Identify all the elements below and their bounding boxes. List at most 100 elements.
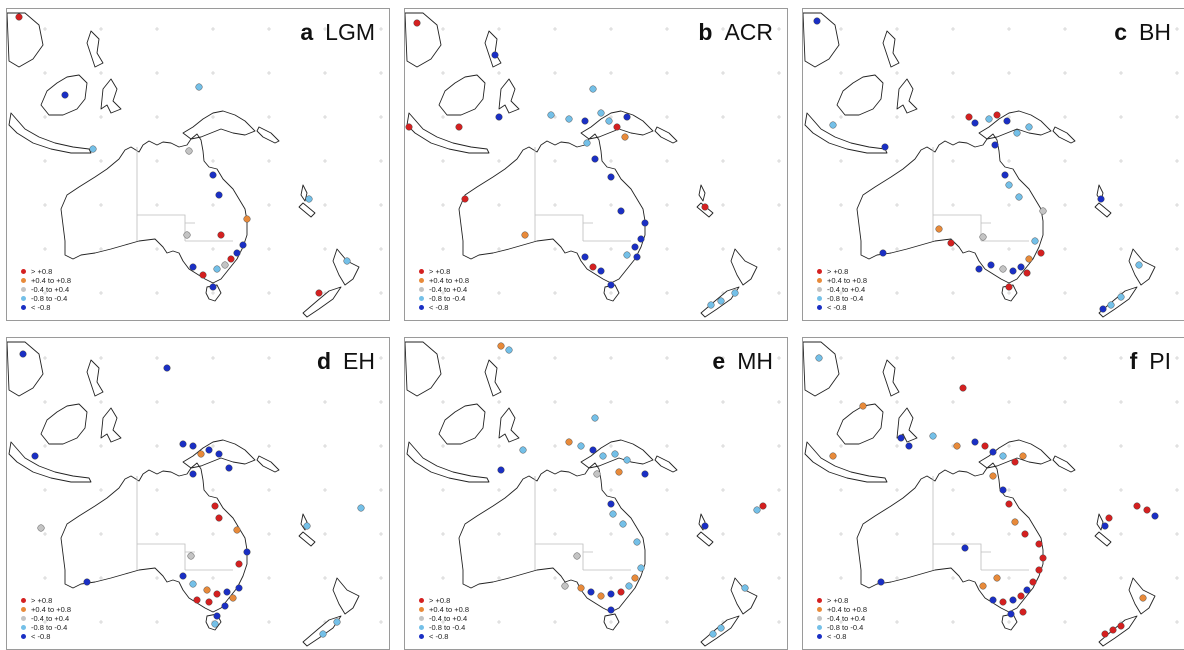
- legend-item: < -0.8: [817, 632, 867, 641]
- nz-south-island-outline: [1098, 286, 1138, 318]
- legend-label: -0.8 to -0.4: [429, 294, 466, 303]
- legend-item: -0.8 to -0.4: [419, 294, 469, 303]
- graticule-mark: [1119, 356, 1123, 360]
- site-marker: [633, 253, 641, 261]
- graticule-mark: [323, 356, 327, 360]
- site-marker: [881, 143, 889, 151]
- graticule-mark: [497, 400, 501, 404]
- graticule-mark: [99, 356, 103, 360]
- graticule-mark: [1119, 203, 1123, 207]
- site-marker: [1143, 506, 1151, 514]
- graticule-mark: [323, 159, 327, 163]
- site-marker: [179, 572, 187, 580]
- site-marker: [989, 448, 997, 456]
- site-marker: [999, 265, 1007, 273]
- graticule-mark: [895, 532, 899, 536]
- legend-swatch: [21, 607, 26, 612]
- site-marker: [547, 111, 555, 119]
- solomons-outline: [1052, 455, 1076, 473]
- panel-label: f PI: [1130, 348, 1171, 375]
- graticule-mark: [665, 203, 669, 207]
- site-marker: [623, 113, 631, 121]
- legend-swatch: [21, 278, 26, 283]
- map-canvas: [7, 341, 383, 647]
- site-marker: [193, 596, 201, 604]
- graticule-mark: [777, 27, 781, 31]
- graticule-mark: [951, 620, 955, 624]
- site-marker: [505, 346, 513, 354]
- graticule-mark: [441, 620, 445, 624]
- site-marker: [613, 123, 621, 131]
- graticule-mark: [609, 488, 613, 492]
- graticule-mark: [379, 576, 383, 580]
- legend-label: < -0.8: [31, 303, 51, 312]
- graticule-mark: [155, 532, 159, 536]
- legend: > +0.8 +0.4 to +0.8 -0.4 to +0.4 -0.8 to -0…: [419, 267, 469, 312]
- graticule-mark: [323, 115, 327, 119]
- legend-item: +0.4 to +0.8: [419, 605, 469, 614]
- site-marker: [1035, 566, 1043, 574]
- site-marker: [189, 580, 197, 588]
- nz-south-island-outline: [302, 286, 342, 318]
- graticule-mark: [1063, 115, 1067, 119]
- graticule-mark: [665, 576, 669, 580]
- site-marker: [897, 434, 905, 442]
- site-marker: [607, 281, 615, 289]
- graticule-mark: [553, 247, 557, 251]
- legend-swatch: [21, 305, 26, 310]
- site-marker: [1117, 622, 1125, 630]
- graticule-mark: [665, 247, 669, 251]
- site-marker: [519, 446, 527, 454]
- graticule-mark: [665, 488, 669, 492]
- australia-outline: [856, 462, 1044, 613]
- graticule-mark: [155, 400, 159, 404]
- new-guinea-outline: [978, 439, 1052, 469]
- site-marker: [641, 470, 649, 478]
- legend-item: -0.8 to -0.4: [21, 294, 71, 303]
- panel-period: EH: [343, 348, 375, 374]
- graticule-mark: [609, 203, 613, 207]
- graticule-mark: [951, 115, 955, 119]
- graticule-mark: [553, 71, 557, 75]
- graticule: [43, 356, 383, 624]
- site-marker: [989, 596, 997, 604]
- legend-label: +0.4 to +0.8: [429, 605, 470, 614]
- legend-label: +0.4 to +0.8: [827, 276, 868, 285]
- site-marker: [185, 147, 193, 155]
- site-marker: [605, 117, 613, 125]
- site-marker: [195, 83, 203, 91]
- site-marker: [607, 173, 615, 181]
- graticule-mark: [777, 488, 781, 492]
- mainland-se-asia-outline: [405, 12, 442, 68]
- graticule-mark: [99, 291, 103, 295]
- legend-swatch: [817, 625, 822, 630]
- site-marker: [717, 624, 725, 632]
- site-marker: [1107, 301, 1115, 309]
- site-marker: [599, 452, 607, 460]
- philippines-outline: [882, 359, 900, 397]
- graticule-mark: [211, 115, 215, 119]
- site-marker: [979, 582, 987, 590]
- new-guinea-outline: [182, 110, 256, 140]
- graticule-mark: [155, 356, 159, 360]
- borneo-outline: [40, 403, 88, 445]
- nz-south-island-outline: [302, 615, 342, 647]
- site-marker: [617, 588, 625, 596]
- site-marker: [197, 450, 205, 458]
- sulawesi-outline: [896, 78, 918, 114]
- vanuatu-outline: [300, 513, 308, 531]
- legend: > +0.8 +0.4 to +0.8 -0.4 to +0.4 -0.8 to -0…: [21, 596, 71, 641]
- site-marker: [243, 548, 251, 556]
- site-marker: [631, 243, 639, 251]
- graticule-mark: [721, 532, 725, 536]
- site-marker: [215, 514, 223, 522]
- site-marker: [991, 141, 999, 149]
- site-marker: [641, 219, 649, 227]
- graticule-mark: [777, 444, 781, 448]
- borneo-outline: [836, 74, 884, 116]
- legend-item: < -0.8: [817, 303, 867, 312]
- site-marker: [83, 578, 91, 586]
- graticule-mark: [155, 71, 159, 75]
- graticule-mark: [553, 203, 557, 207]
- solomons-outline: [256, 455, 280, 473]
